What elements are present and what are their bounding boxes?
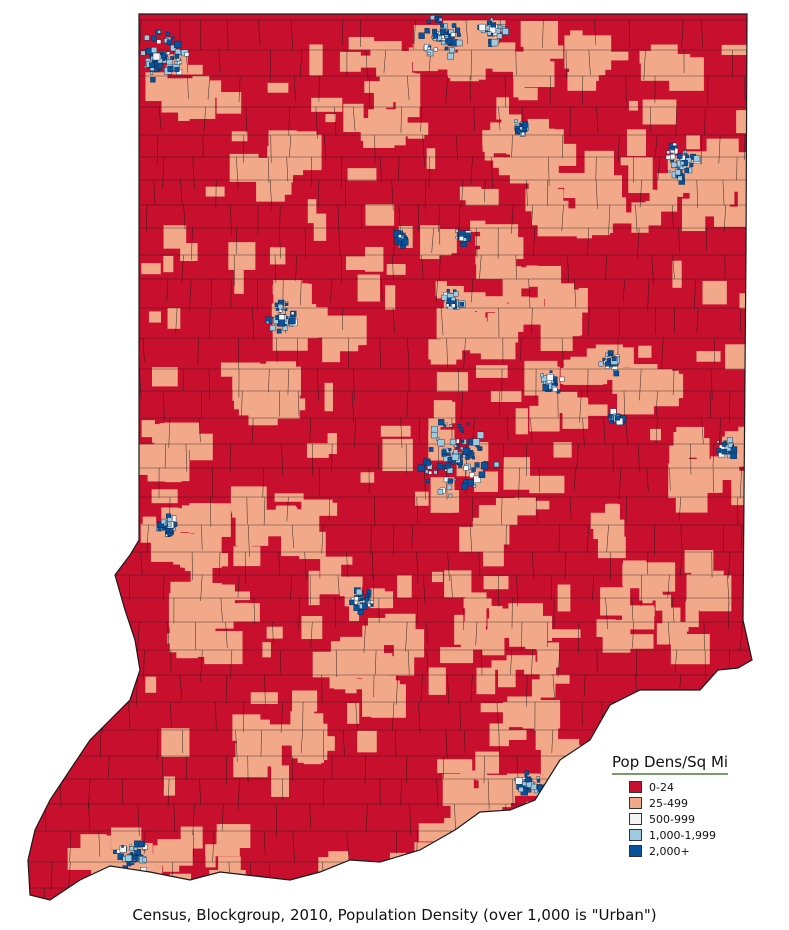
- legend-title: Pop Dens/Sq Mi: [612, 753, 729, 775]
- urban-clusters: [113, 15, 738, 876]
- legend-item: 0-24: [629, 779, 762, 795]
- legend-item: 500-999: [629, 811, 762, 827]
- legend-swatch: [629, 781, 642, 793]
- legend-label: 0-24: [649, 780, 674, 794]
- map-caption: Census, Blockgroup, 2010, Population Den…: [132, 906, 657, 924]
- indiana-density-map: [27, 13, 753, 901]
- map-legend: Pop Dens/Sq Mi 0-24 25-499 500-999 1,000…: [612, 752, 762, 859]
- legend-swatch: [629, 845, 642, 857]
- legend-item: 1,000-1,999: [629, 827, 762, 843]
- legend-item: 25-499: [629, 795, 762, 811]
- legend-swatch: [629, 797, 642, 809]
- state-outline: [27, 13, 753, 901]
- moderate-density-areas: [67, 20, 752, 900]
- legend-swatch: [629, 813, 642, 825]
- legend-item: 2,000+: [629, 843, 762, 859]
- state-body: [28, 14, 752, 900]
- legend-list: 0-24 25-499 500-999 1,000-1,999 2,000+: [629, 779, 762, 859]
- legend-label: 2,000+: [649, 844, 690, 858]
- legend-label: 500-999: [649, 812, 695, 826]
- legend-swatch: [629, 829, 642, 841]
- legend-label: 25-499: [649, 796, 688, 810]
- legend-label: 1,000-1,999: [649, 828, 716, 842]
